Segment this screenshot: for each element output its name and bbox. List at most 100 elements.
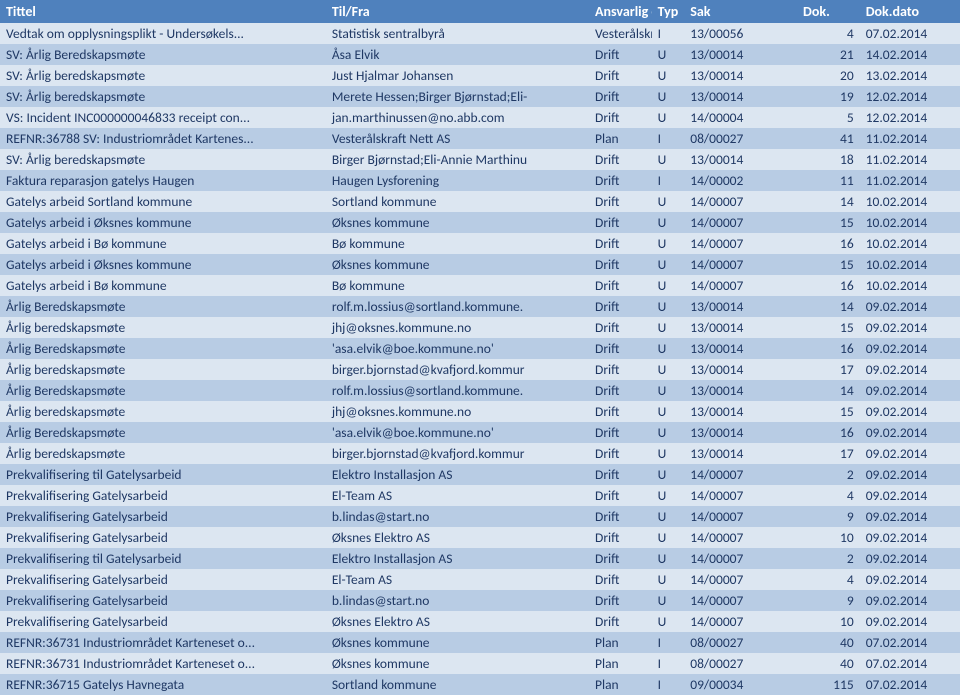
cell-type: U [652,380,685,401]
cell-enhet: Drift [589,380,652,401]
cell-tilfra: Øksnes Elektro AS [326,527,589,548]
cell-type: U [652,359,685,380]
cell-tittel: REFNR:36731 Industriområdet Karteneset o… [0,632,326,653]
table-row: SV: Årlig beredskapsmøteMerete Hessen;Bi… [0,86,960,107]
cell-tilfra: Merete Hessen;Birger Bjørnstad;Eli- [326,86,589,107]
table-row: REFNR:36731 Industriområdet Karteneset o… [0,632,960,653]
cell-dok: 4 [797,569,860,590]
cell-tilfra: Elektro Installasjon AS [326,464,589,485]
cell-sak: 13/00014 [684,422,797,443]
cell-sak: 13/00014 [684,359,797,380]
cell-tilfra: 'asa.elvik@boe.kommune.no' [326,338,589,359]
cell-tittel: REFNR:36715 Gatelys Havnegata [0,674,326,695]
cell-enhet: Drift [589,149,652,170]
table-row: REFNR:36731 Industriområdet Karteneset o… [0,653,960,674]
cell-dato: 12.02.2014 [860,107,960,128]
cell-dok: 17 [797,359,860,380]
cell-dato: 09.02.2014 [860,443,960,464]
cell-dato: 12.02.2014 [860,86,960,107]
cell-dok: 40 [797,632,860,653]
cell-enhet: Plan [589,632,652,653]
cell-dato: 10.02.2014 [860,254,960,275]
cell-dato: 07.02.2014 [860,653,960,674]
cell-tilfra: Sortland kommune [326,191,589,212]
cell-sak: 13/00014 [684,296,797,317]
header-type: Typ [652,0,685,23]
cell-dato: 09.02.2014 [860,506,960,527]
cell-tilfra: Øksnes Elektro AS [326,611,589,632]
cell-tilfra: Vesterålskraft Nett AS [326,128,589,149]
cell-sak: 14/00007 [684,611,797,632]
table-body: Vedtak om opplysningsplikt - Undersøkels… [0,23,960,695]
cell-sak: 14/00007 [684,275,797,296]
cell-sak: 14/00007 [684,590,797,611]
cell-type: I [652,653,685,674]
cell-tilfra: Øksnes kommune [326,212,589,233]
table-row: Årlig Beredskapsmøte'asa.elvik@boe.kommu… [0,422,960,443]
cell-dok: 10 [797,611,860,632]
cell-tittel: Årlig beredskapsmøte [0,401,326,422]
cell-enhet: Plan [589,128,652,149]
cell-enhet: Drift [589,548,652,569]
cell-tilfra: birger.bjornstad@kvafjord.kommur [326,359,589,380]
cell-enhet: Drift [589,569,652,590]
cell-tittel: Prekvalifisering Gatelysarbeid [0,527,326,548]
cell-dok: 16 [797,338,860,359]
cell-enhet: Drift [589,170,652,191]
table-row: Gatelys arbeid i Øksnes kommuneØksnes ko… [0,254,960,275]
cell-dato: 09.02.2014 [860,296,960,317]
header-enhet: Ansvarlig enhet [589,0,652,23]
cell-dok: 14 [797,380,860,401]
cell-type: I [652,170,685,191]
cell-dato: 10.02.2014 [860,191,960,212]
cell-enhet: Drift [589,464,652,485]
cell-type: U [652,464,685,485]
cell-dato: 09.02.2014 [860,359,960,380]
cell-tilfra: Bø kommune [326,275,589,296]
cell-dok: 20 [797,65,860,86]
cell-tittel: Årlig beredskapsmøte [0,443,326,464]
cell-dok: 5 [797,107,860,128]
cell-dok: 2 [797,548,860,569]
cell-dok: 41 [797,128,860,149]
cell-dato: 09.02.2014 [860,611,960,632]
cell-dato: 07.02.2014 [860,674,960,695]
cell-tittel: Gatelys arbeid i Bø kommune [0,233,326,254]
table-row: REFNR:36715 Gatelys HavnegataSortland ko… [0,674,960,695]
cell-tilfra: b.lindas@start.no [326,506,589,527]
table-row: Årlig Beredskapsmøterolf.m.lossius@sortl… [0,296,960,317]
cell-tilfra: Øksnes kommune [326,632,589,653]
cell-dok: 21 [797,44,860,65]
table-row: Prekvalifisering GatelysarbeidEl-Team AS… [0,569,960,590]
cell-tittel: Gatelys arbeid Sortland kommune [0,191,326,212]
cell-tilfra: Elektro Installasjon AS [326,548,589,569]
cell-dok: 17 [797,443,860,464]
table-row: Prekvalifisering til GatelysarbeidElektr… [0,464,960,485]
cell-type: U [652,296,685,317]
cell-dok: 15 [797,212,860,233]
cell-sak: 14/00004 [684,107,797,128]
cell-tilfra: Øksnes kommune [326,653,589,674]
cell-dato: 09.02.2014 [860,569,960,590]
cell-sak: 14/00007 [684,548,797,569]
cell-tittel: VS: Incident INC000000046833 receipt con… [0,107,326,128]
cell-enhet: Drift [589,191,652,212]
cell-sak: 14/00007 [684,527,797,548]
cell-sak: 14/00007 [684,485,797,506]
cell-sak: 13/00014 [684,86,797,107]
cell-sak: 13/00014 [684,443,797,464]
cell-tittel: REFNR:36788 SV: Industriområdet Kartenes… [0,128,326,149]
cell-sak: 14/00007 [684,212,797,233]
cell-type: U [652,254,685,275]
cell-sak: 13/00014 [684,149,797,170]
cell-type: U [652,548,685,569]
cell-enhet: Drift [589,44,652,65]
cell-dato: 10.02.2014 [860,212,960,233]
cell-sak: 13/00014 [684,338,797,359]
cell-enhet: Drift [589,212,652,233]
cell-tilfra: jhj@oksnes.kommune.no [326,317,589,338]
cell-dato: 09.02.2014 [860,401,960,422]
cell-type: U [652,611,685,632]
cell-tilfra: rolf.m.lossius@sortland.kommune. [326,296,589,317]
cell-enhet: Drift [589,317,652,338]
